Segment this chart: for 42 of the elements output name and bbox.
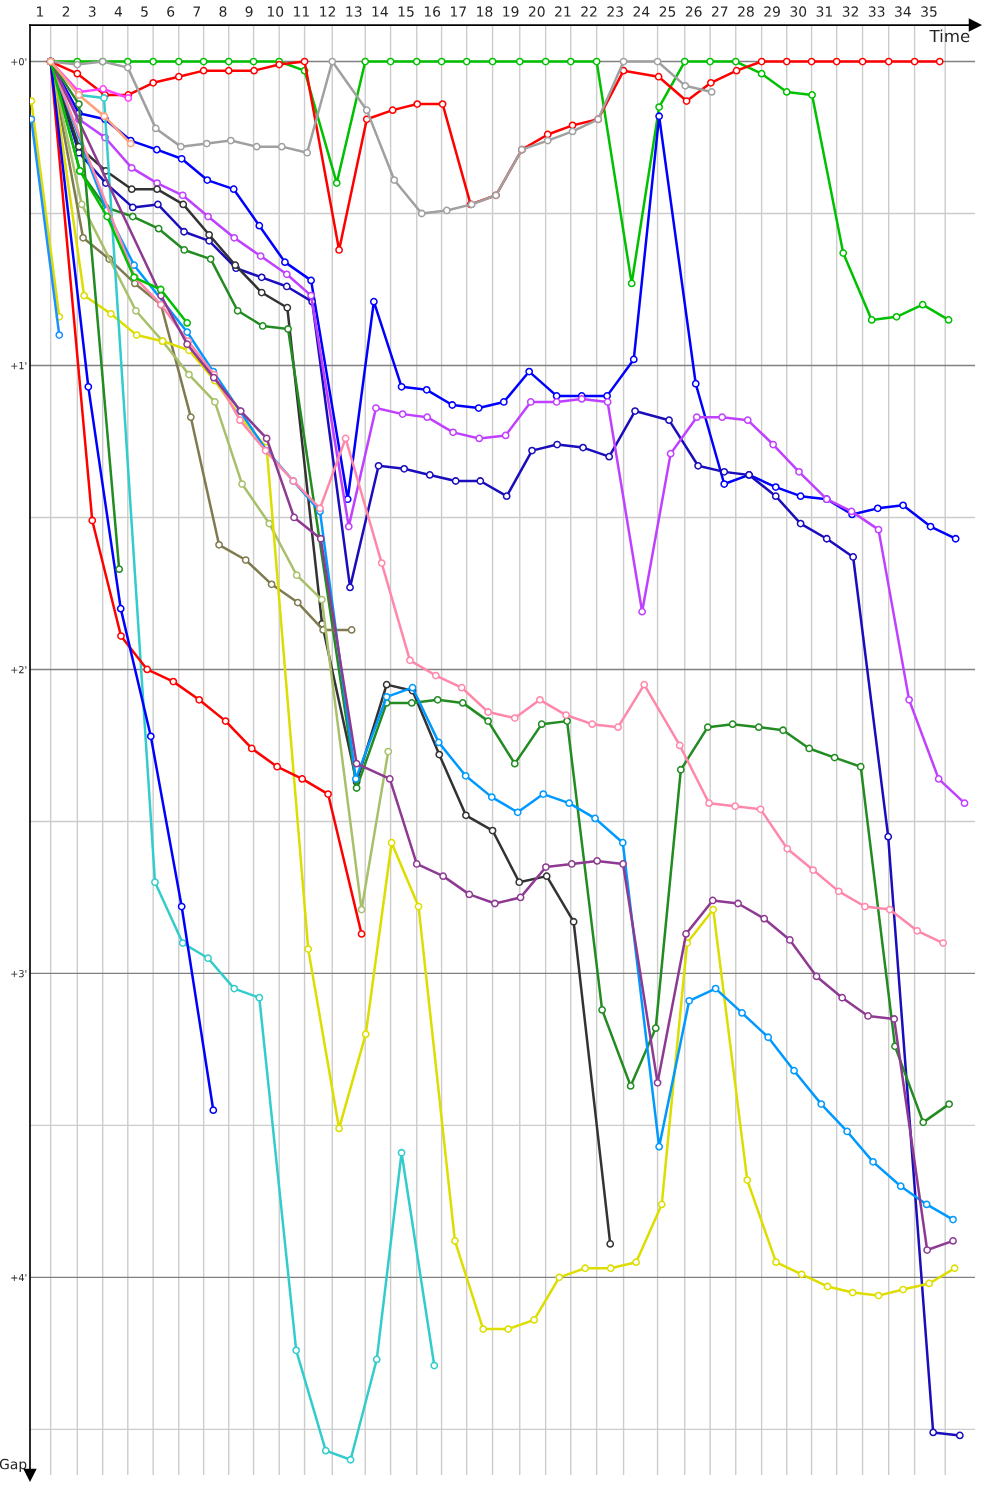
y-tick-label: +1' <box>11 362 27 370</box>
x-tick-label: 1 <box>37 6 44 17</box>
x-tick-label: 26 <box>685 6 702 17</box>
x-tick-label: 14 <box>372 6 388 17</box>
x-tick-label: 3 <box>88 6 96 17</box>
x-tick-label: 23 <box>607 6 623 17</box>
x-tick-label: 8 <box>219 6 227 17</box>
x-tick-label: 15 <box>398 6 414 17</box>
x-tick-label: 25 <box>659 6 676 17</box>
x-tick-label: 20 <box>528 6 545 17</box>
y-tick-label: +2' <box>11 665 27 674</box>
x-tick-label: 16 <box>424 6 441 17</box>
x-tick-label: 33 <box>868 6 885 17</box>
x-tick-label: 31 <box>816 6 832 17</box>
x-tick-label: 32 <box>842 6 858 17</box>
x-tick-label: 19 <box>503 6 519 17</box>
x-tick-label: 12 <box>320 6 336 17</box>
x-tick-label: 13 <box>346 6 362 17</box>
x-tick-label: 7 <box>193 6 201 17</box>
x-tick-label: 18 <box>477 6 493 17</box>
x-axis-title: Time <box>929 29 970 43</box>
x-tick-label: 24 <box>633 6 650 17</box>
x-tick-label: 30 <box>790 6 807 17</box>
x-tick-label: 29 <box>764 6 780 17</box>
x-tick-label: 4 <box>114 6 123 17</box>
x-tick-label: 9 <box>245 6 253 17</box>
y-tick-label: +0' <box>11 58 27 66</box>
x-tick-label: 22 <box>581 6 597 17</box>
x-tick-label: 28 <box>738 6 754 17</box>
x-tick-label: 21 <box>555 6 571 17</box>
y-axis-title: Gap <box>0 1458 27 1473</box>
x-tick-label: 17 <box>451 6 466 17</box>
x-tick-label: 11 <box>294 6 309 17</box>
x-tick-label: 6 <box>167 6 175 17</box>
x-tick-label: 5 <box>141 6 148 17</box>
x-tick-label: 10 <box>267 6 284 17</box>
x-tick-label: 35 <box>921 6 937 17</box>
y-tick-label: +3' <box>11 969 27 978</box>
x-tick-label: 2 <box>62 6 70 17</box>
x-tick-label: 34 <box>895 6 911 17</box>
y-tick-label: +4' <box>11 1273 27 1282</box>
x-tick-label: 27 <box>711 6 728 17</box>
